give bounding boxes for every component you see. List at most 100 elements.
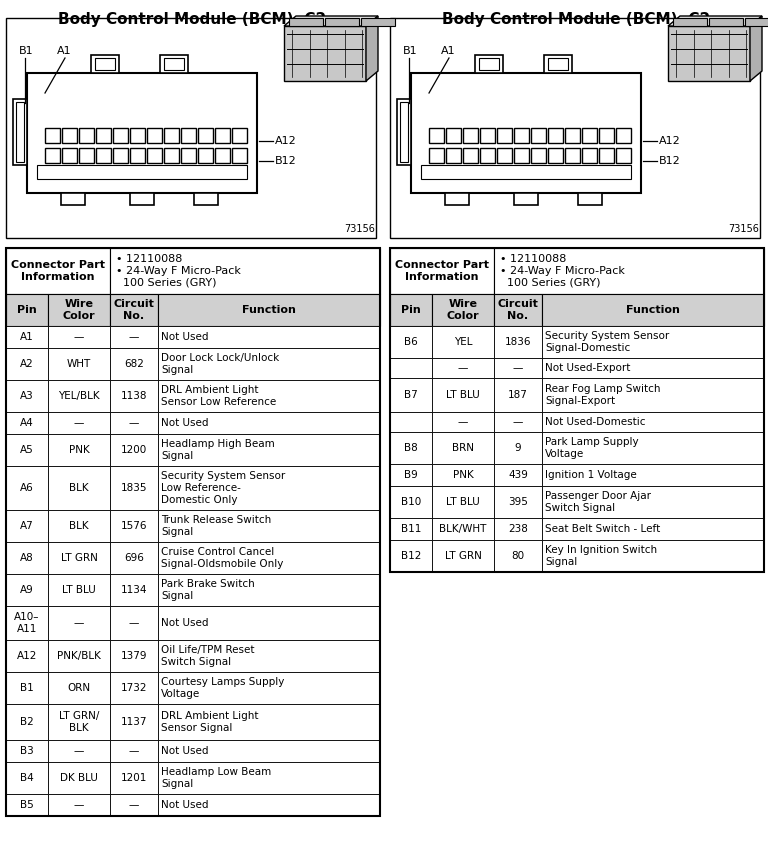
- Bar: [6, 348, 48, 380]
- Bar: [494, 358, 542, 378]
- Bar: [565, 128, 580, 143]
- Text: LT GRN: LT GRN: [445, 551, 482, 561]
- Text: A1: A1: [20, 332, 34, 342]
- Text: B1: B1: [20, 683, 34, 693]
- Text: A9: A9: [20, 585, 34, 595]
- Bar: [95, 58, 115, 70]
- Text: 1379: 1379: [121, 651, 147, 661]
- Text: 9: 9: [515, 443, 521, 453]
- Bar: [542, 358, 764, 378]
- Text: Not Used: Not Used: [161, 332, 208, 342]
- Bar: [480, 128, 495, 143]
- Bar: [397, 99, 411, 166]
- Bar: [158, 574, 380, 606]
- Text: —: —: [74, 618, 84, 628]
- Bar: [390, 18, 760, 238]
- Text: B4: B4: [20, 773, 34, 783]
- Text: B5: B5: [20, 800, 34, 810]
- Bar: [463, 128, 478, 143]
- Bar: [158, 412, 380, 434]
- Text: 439: 439: [508, 470, 528, 480]
- Bar: [390, 358, 432, 378]
- Bar: [565, 148, 580, 163]
- Text: Cruise Control Cancel
Signal-Oldsmobile Only: Cruise Control Cancel Signal-Oldsmobile …: [161, 547, 283, 569]
- Text: Function: Function: [242, 305, 296, 315]
- Bar: [45, 148, 60, 163]
- Text: 238: 238: [508, 524, 528, 534]
- Bar: [232, 148, 247, 163]
- Text: Connector Part
Information: Connector Part Information: [395, 260, 489, 282]
- Bar: [463, 148, 478, 163]
- Bar: [16, 103, 24, 162]
- Text: Ignition 1 Voltage: Ignition 1 Voltage: [545, 470, 637, 480]
- Text: —: —: [129, 800, 139, 810]
- Polygon shape: [366, 16, 378, 81]
- Bar: [110, 412, 158, 434]
- Bar: [48, 762, 110, 794]
- Bar: [390, 540, 432, 572]
- Bar: [446, 128, 461, 143]
- Bar: [6, 606, 48, 640]
- Bar: [542, 412, 764, 432]
- Text: BLK: BLK: [69, 483, 89, 493]
- Bar: [6, 380, 48, 412]
- Bar: [130, 148, 145, 163]
- Text: Not Used-Export: Not Used-Export: [545, 363, 631, 373]
- Bar: [542, 486, 764, 518]
- Bar: [494, 540, 542, 572]
- Bar: [616, 148, 631, 163]
- Bar: [432, 326, 494, 358]
- Text: LT BLU: LT BLU: [446, 390, 480, 400]
- Bar: [48, 704, 110, 740]
- Bar: [79, 148, 94, 163]
- Bar: [164, 148, 179, 163]
- Bar: [542, 464, 764, 486]
- Text: 1137: 1137: [121, 717, 147, 727]
- Bar: [494, 412, 542, 432]
- Text: A6: A6: [20, 483, 34, 493]
- Bar: [390, 248, 764, 572]
- Text: Function: Function: [626, 305, 680, 315]
- Bar: [6, 542, 48, 574]
- Bar: [542, 432, 764, 464]
- Text: Security System Sensor
Signal-Domestic: Security System Sensor Signal-Domestic: [545, 331, 669, 353]
- Text: B3: B3: [20, 746, 34, 756]
- Bar: [6, 762, 48, 794]
- Bar: [158, 640, 380, 672]
- Bar: [158, 434, 380, 466]
- Bar: [497, 128, 512, 143]
- Bar: [531, 128, 546, 143]
- Text: PNK: PNK: [68, 445, 89, 455]
- Bar: [429, 148, 444, 163]
- Bar: [158, 510, 380, 542]
- Text: A1: A1: [441, 46, 455, 56]
- Bar: [113, 148, 128, 163]
- Text: Park Brake Switch
Signal: Park Brake Switch Signal: [161, 579, 255, 600]
- Text: A1: A1: [57, 46, 71, 56]
- Bar: [390, 248, 494, 294]
- Bar: [709, 18, 743, 26]
- Text: B7: B7: [404, 390, 418, 400]
- Text: —: —: [129, 746, 139, 756]
- Bar: [48, 606, 110, 640]
- Text: 80: 80: [511, 551, 525, 561]
- Bar: [48, 466, 110, 510]
- Bar: [400, 103, 408, 162]
- Text: Headlamp Low Beam
Signal: Headlamp Low Beam Signal: [161, 767, 271, 789]
- Text: LT GRN/
BLK: LT GRN/ BLK: [59, 711, 99, 733]
- Text: —: —: [458, 417, 468, 427]
- Bar: [110, 348, 158, 380]
- Bar: [390, 412, 432, 432]
- Bar: [599, 148, 614, 163]
- Text: YEL: YEL: [454, 337, 472, 347]
- Polygon shape: [750, 16, 762, 81]
- Bar: [668, 26, 750, 81]
- Bar: [6, 18, 376, 238]
- Text: —: —: [129, 332, 139, 342]
- Polygon shape: [284, 16, 378, 26]
- Bar: [673, 18, 707, 26]
- Bar: [161, 55, 188, 73]
- Bar: [494, 326, 542, 358]
- Bar: [6, 794, 48, 816]
- Bar: [158, 704, 380, 740]
